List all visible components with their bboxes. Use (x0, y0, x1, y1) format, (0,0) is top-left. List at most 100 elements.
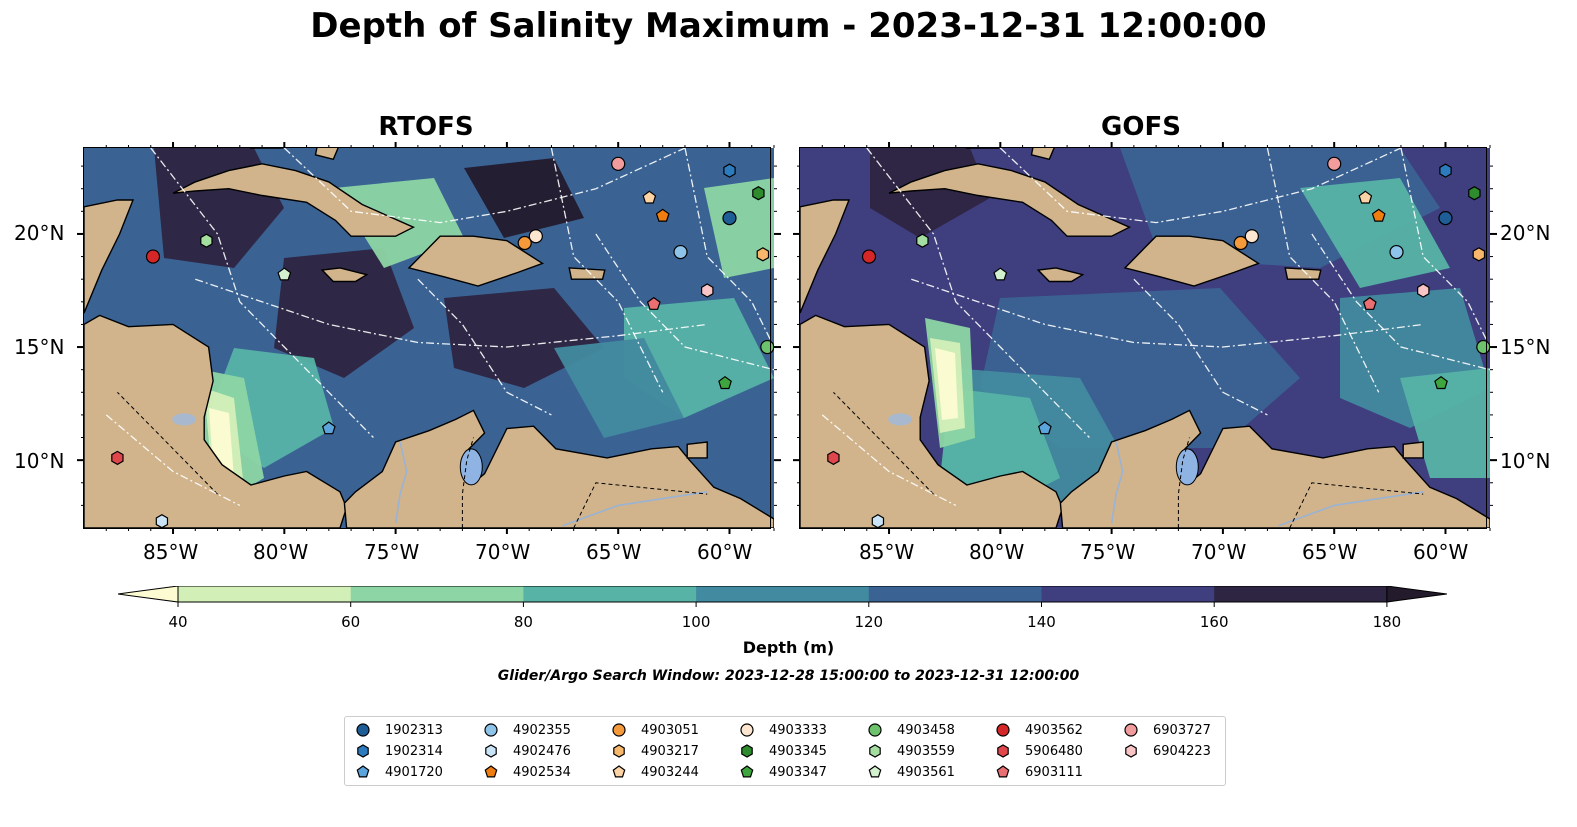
hexagon-marker-icon (741, 744, 753, 758)
legend-item-1902314: 1902314 (355, 741, 443, 761)
legend-label: 4902534 (513, 764, 571, 780)
circle-marker-icon (996, 723, 1010, 737)
lon-label-left-85w: 85°W (143, 540, 199, 564)
legend-label: 6903727 (1153, 722, 1211, 738)
float-marker-4903333 (1244, 229, 1259, 244)
pentagon-marker-icon (868, 765, 882, 778)
hexagon-marker-icon (869, 744, 881, 758)
circle-marker-icon (356, 723, 370, 737)
colorbar-tick-120: 120 (854, 613, 884, 631)
float-marker-6903111 (646, 296, 661, 310)
hexagon-marker-icon (485, 744, 497, 758)
search-window-text: Glider/Argo Search Window: 2023-12-28 15… (497, 668, 1080, 684)
float-marker-4903244 (1358, 190, 1373, 204)
legend-item-4903345: 4903345 (739, 741, 827, 761)
lat-label-left-20n: 20°N (14, 221, 65, 245)
lon-label-right-75w: 75°W (1080, 540, 1136, 564)
float-marker-6903727 (1327, 156, 1342, 171)
float-marker-4903333 (528, 229, 543, 244)
colorbar (118, 586, 1447, 607)
hexagon-marker-icon (997, 744, 1009, 758)
pentagon-marker-icon (356, 765, 370, 778)
float-marker-4903051 (517, 235, 532, 251)
legend-label: 4903244 (641, 764, 699, 780)
legend-item-4903051: 4903051 (611, 720, 699, 740)
legend-item-4902355: 4902355 (483, 720, 571, 740)
rtofs-map (84, 148, 774, 528)
legend-item-4903561: 4903561 (867, 762, 955, 782)
float-marker-1902313 (1438, 211, 1453, 226)
legend-item-4903347: 4903347 (739, 762, 827, 782)
legend-label: 4903561 (897, 764, 955, 780)
legend-item-4903244: 4903244 (611, 762, 699, 782)
float-marker-4902534 (1371, 208, 1386, 222)
lon-label-left-70w: 70°W (475, 540, 531, 564)
lon-label-left-65w: 65°W (586, 540, 642, 564)
float-marker-1902314 (723, 163, 736, 178)
lat-label-right-10n: 10°N (1500, 449, 1551, 473)
float-marker-4903562 (145, 249, 161, 264)
legend-label: 4901720 (385, 764, 443, 780)
float-marker-4903561 (277, 267, 292, 281)
hexagon-marker-icon (357, 744, 369, 758)
legend-label: 4903345 (769, 743, 827, 759)
float-marker-6903111 (1362, 296, 1377, 310)
lon-label-right-70w: 70°W (1191, 540, 1247, 564)
lon-label-right-60w: 60°W (1413, 540, 1469, 564)
gofs-map-frame (799, 147, 1487, 529)
legend-label: 4903051 (641, 722, 699, 738)
legend-item-6904223: 6904223 (1123, 741, 1211, 761)
legend-item-4903333: 4903333 (739, 720, 827, 740)
float-marker-4902476 (155, 514, 169, 528)
float-marker-4902476 (871, 514, 885, 528)
colorbar-tick-60: 60 (341, 613, 361, 631)
legend-item-4903217: 4903217 (611, 741, 699, 761)
legend-item-6903727: 6903727 (1123, 720, 1211, 740)
legend-item-4901720: 4901720 (355, 762, 443, 782)
legend-label: 4903559 (897, 743, 955, 759)
colorbar-tick-100: 100 (681, 613, 711, 631)
hexagon-marker-icon (613, 744, 625, 758)
legend-label: 4902355 (513, 722, 571, 738)
float-marker-6904223 (1416, 283, 1430, 298)
legend-item-4903562: 4903562 (995, 720, 1083, 740)
legend-label: 4903217 (641, 743, 699, 759)
colorbar-tick-40: 40 (168, 613, 188, 631)
colorbar-tick-140: 140 (1027, 613, 1056, 631)
legend-label: 6903111 (1025, 764, 1083, 780)
float-marker-4903345 (752, 186, 765, 201)
legend-label: 6904223 (1153, 743, 1211, 759)
legend-label: 5906480 (1025, 743, 1083, 759)
gofs-map (800, 148, 1490, 528)
legend-label: 1902313 (385, 722, 443, 738)
float-marker-4903559 (916, 233, 929, 248)
float-marker-4901720 (1037, 421, 1052, 435)
float-marker-6904223 (700, 283, 714, 298)
legend-item-4903559: 4903559 (867, 741, 955, 761)
float-marker-4903244 (642, 190, 657, 204)
circle-marker-icon (484, 723, 498, 737)
hexagon-marker-icon (1125, 744, 1137, 758)
lon-label-left-75w: 75°W (364, 540, 420, 564)
float-marker-4903051 (1233, 235, 1248, 251)
float-marker-4903561 (993, 267, 1008, 281)
legend-item-4903458: 4903458 (867, 720, 955, 740)
float-legend: 1902313 1902314 4901720 4902355 4902476 49025… (344, 716, 1226, 786)
legend-label: 1902314 (385, 743, 443, 759)
float-marker-4903217 (756, 247, 770, 262)
lon-label-right-85w: 85°W (859, 540, 915, 564)
legend-label: 4903333 (769, 722, 827, 738)
circle-marker-icon (1124, 723, 1138, 737)
circle-marker-icon (740, 723, 754, 737)
legend-item-5906480: 5906480 (995, 741, 1083, 761)
float-marker-4903347 (1434, 375, 1448, 390)
lon-label-right-80w: 80°W (969, 540, 1025, 564)
legend-item-4902476: 4902476 (483, 741, 571, 761)
colorbar-label: Depth (m) (742, 638, 835, 657)
lat-label-left-15n: 15°N (14, 335, 65, 359)
pentagon-marker-icon (612, 765, 626, 778)
legend-item-6903111: 6903111 (995, 762, 1083, 782)
lat-label-right-20n: 20°N (1500, 221, 1551, 245)
lat-label-right-15n: 15°N (1500, 335, 1551, 359)
colorbar-tick-160: 160 (1199, 613, 1229, 631)
